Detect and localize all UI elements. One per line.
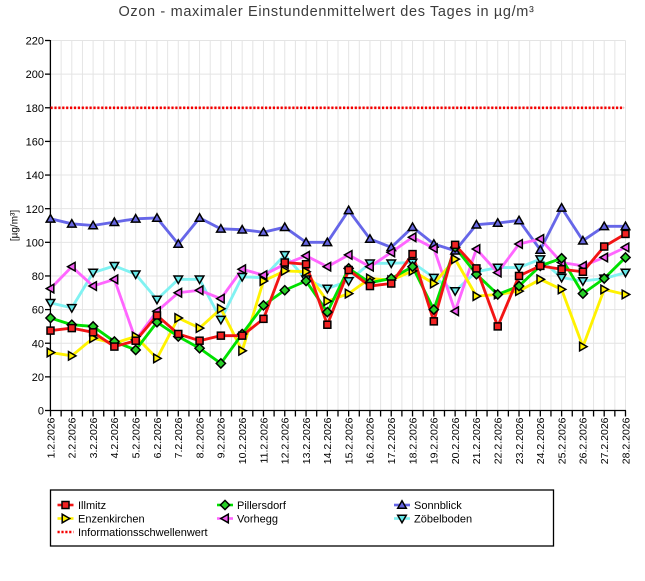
svg-text:13.2.2026: 13.2.2026 bbox=[301, 417, 313, 464]
svg-text:28.2.2026: 28.2.2026 bbox=[620, 417, 632, 464]
svg-text:17.2.2026: 17.2.2026 bbox=[386, 417, 398, 464]
svg-text:Enzenkirchen: Enzenkirchen bbox=[78, 513, 145, 525]
svg-text:25.2.2026: 25.2.2026 bbox=[556, 417, 568, 464]
svg-text:180: 180 bbox=[26, 103, 44, 115]
svg-text:80: 80 bbox=[32, 271, 44, 283]
svg-text:160: 160 bbox=[26, 137, 44, 149]
svg-text:[µg/m³]: [µg/m³] bbox=[10, 210, 21, 242]
svg-text:18.2.2026: 18.2.2026 bbox=[407, 417, 419, 464]
svg-text:19.2.2026: 19.2.2026 bbox=[429, 417, 441, 464]
svg-text:9.2.2026: 9.2.2026 bbox=[216, 417, 228, 458]
svg-text:16.2.2026: 16.2.2026 bbox=[365, 417, 377, 464]
svg-text:200: 200 bbox=[26, 69, 44, 81]
svg-text:8.2.2026: 8.2.2026 bbox=[194, 417, 206, 458]
svg-text:40: 40 bbox=[32, 338, 44, 350]
svg-text:12.2.2026: 12.2.2026 bbox=[280, 417, 292, 464]
svg-text:20: 20 bbox=[32, 372, 44, 384]
svg-text:15.2.2026: 15.2.2026 bbox=[343, 417, 355, 464]
svg-text:Informationsschwellenwert: Informationsschwellenwert bbox=[78, 527, 208, 539]
svg-text:Pillersdorf: Pillersdorf bbox=[237, 500, 287, 512]
svg-text:Vorhegg: Vorhegg bbox=[237, 513, 278, 525]
svg-text:120: 120 bbox=[26, 204, 44, 216]
svg-text:10.2.2026: 10.2.2026 bbox=[237, 417, 249, 464]
svg-text:5.2.2026: 5.2.2026 bbox=[130, 417, 142, 458]
svg-text:22.2.2026: 22.2.2026 bbox=[493, 417, 505, 464]
svg-text:27.2.2026: 27.2.2026 bbox=[599, 417, 611, 464]
svg-text:26.2.2026: 26.2.2026 bbox=[578, 417, 590, 464]
svg-text:4.2.2026: 4.2.2026 bbox=[109, 417, 121, 458]
svg-text:Ozon - maximaler Einstundenmi: Ozon - maximaler Einstundenmittelwert de… bbox=[119, 4, 535, 20]
svg-text:6.2.2026: 6.2.2026 bbox=[152, 417, 164, 458]
svg-text:11.2.2026: 11.2.2026 bbox=[258, 417, 270, 463]
svg-text:100: 100 bbox=[26, 237, 44, 249]
svg-text:23.2.2026: 23.2.2026 bbox=[514, 417, 526, 464]
svg-text:2.2.2026: 2.2.2026 bbox=[67, 417, 79, 458]
svg-text:14.2.2026: 14.2.2026 bbox=[322, 417, 334, 464]
svg-text:140: 140 bbox=[26, 170, 44, 182]
svg-text:1.2.2026: 1.2.2026 bbox=[45, 417, 57, 458]
svg-text:60: 60 bbox=[32, 305, 44, 317]
svg-text:3.2.2026: 3.2.2026 bbox=[88, 417, 100, 458]
svg-text:20.2.2026: 20.2.2026 bbox=[450, 417, 462, 464]
svg-text:0: 0 bbox=[38, 406, 44, 418]
svg-text:Zöbelboden: Zöbelboden bbox=[414, 513, 472, 525]
svg-text:7.2.2026: 7.2.2026 bbox=[173, 417, 185, 458]
svg-text:24.2.2026: 24.2.2026 bbox=[535, 417, 547, 464]
svg-text:21.2.2026: 21.2.2026 bbox=[471, 417, 483, 464]
svg-text:Illmitz: Illmitz bbox=[78, 500, 106, 512]
svg-text:Sonnblick: Sonnblick bbox=[414, 500, 462, 512]
svg-text:220: 220 bbox=[26, 36, 44, 48]
